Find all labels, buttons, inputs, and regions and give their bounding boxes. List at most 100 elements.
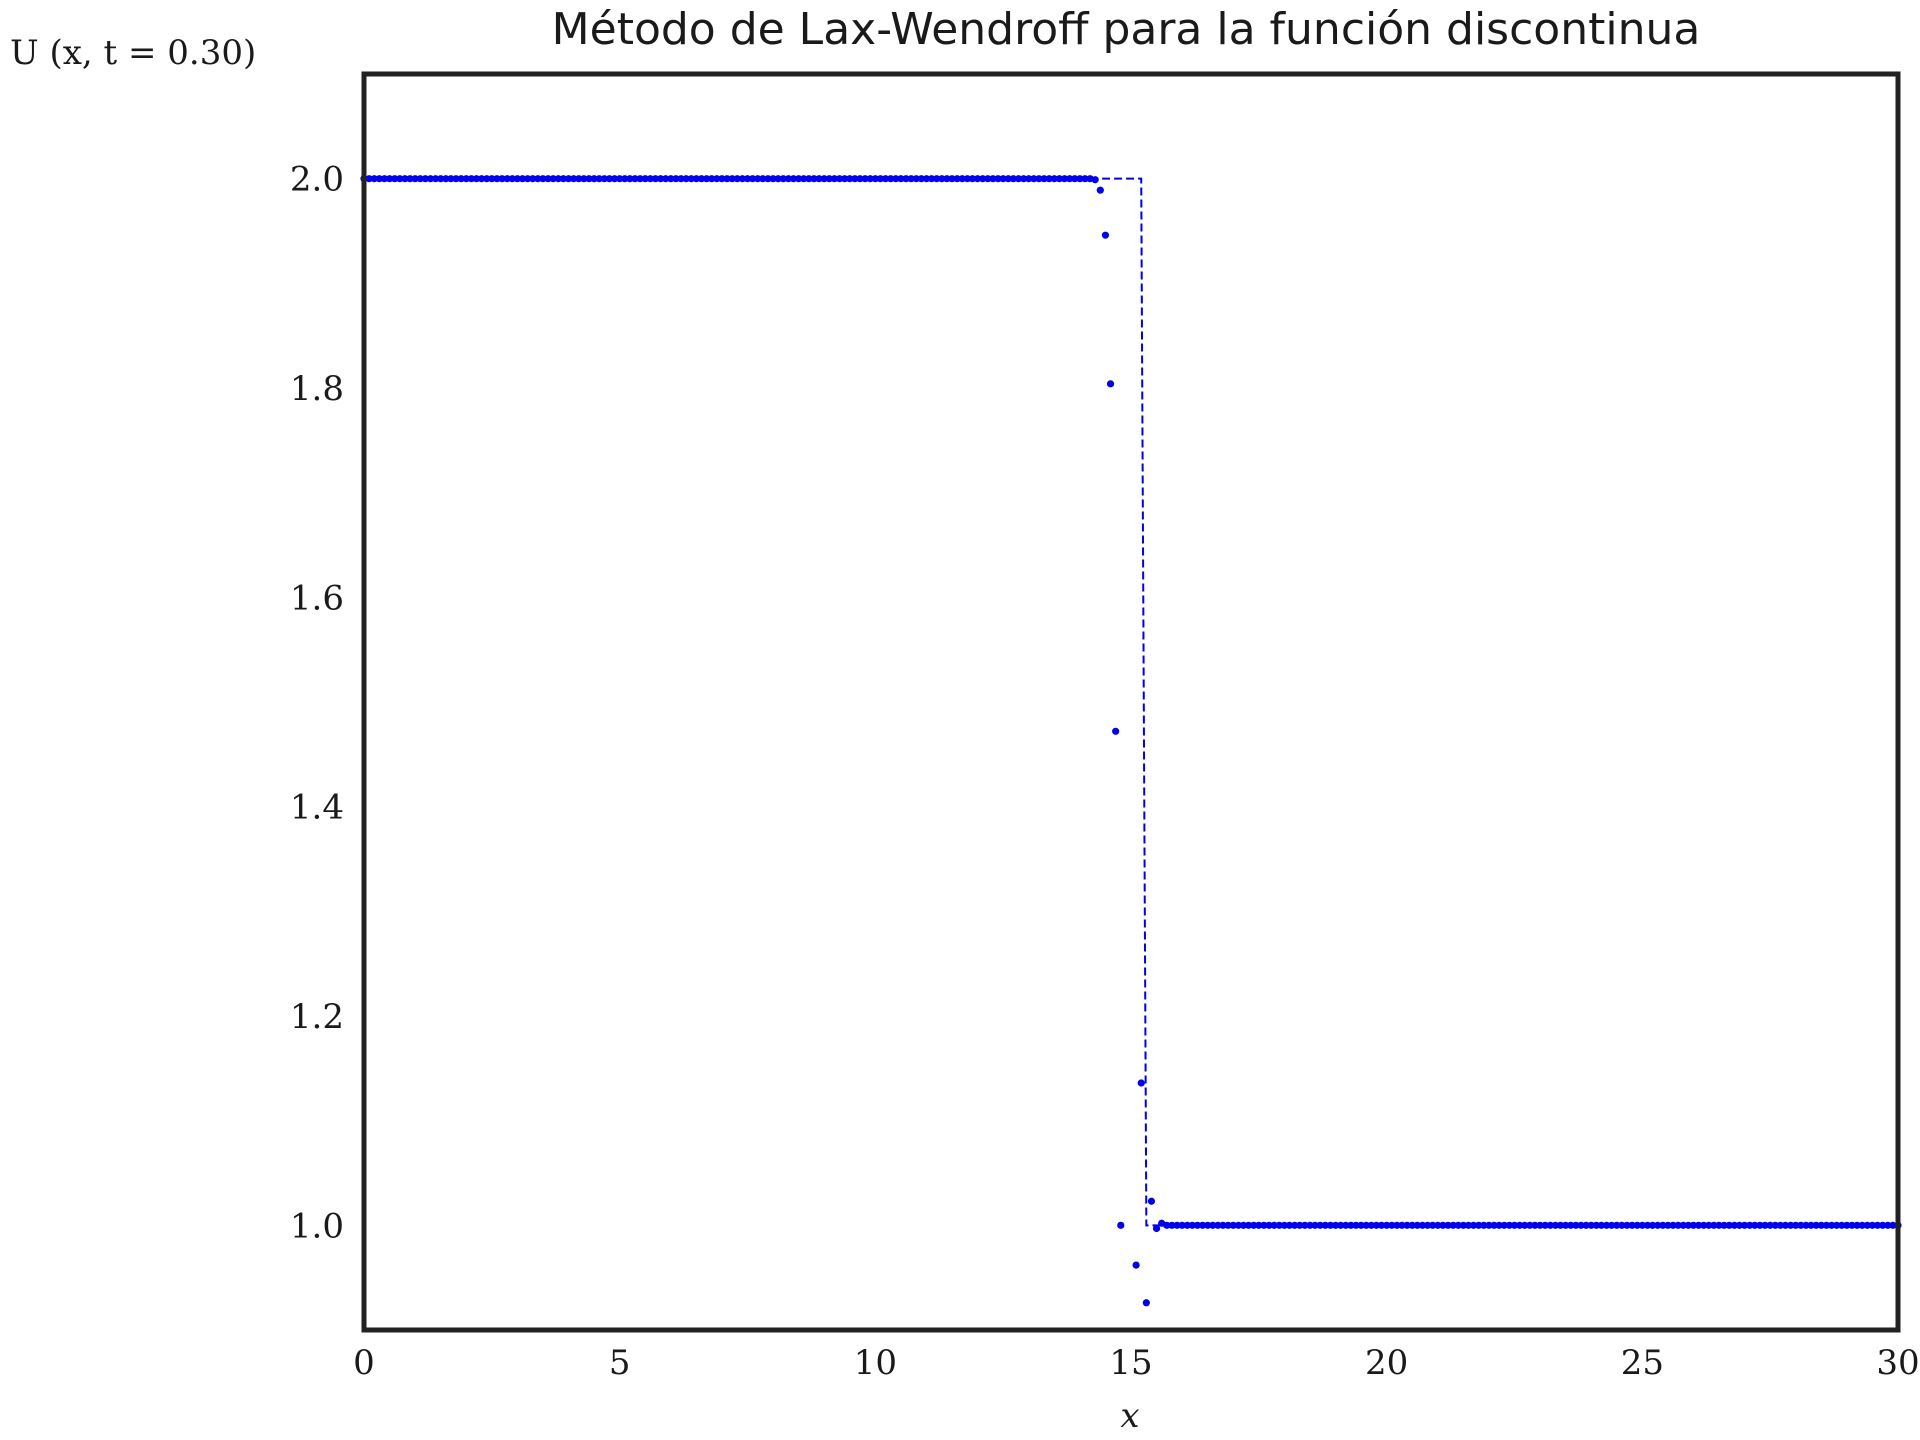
data-point <box>1746 1221 1754 1229</box>
data-point <box>1188 1221 1196 1229</box>
data-point <box>1526 1221 1534 1229</box>
data-point <box>1296 1221 1304 1229</box>
data-point <box>1050 175 1058 183</box>
data-point <box>938 175 946 183</box>
data-point <box>1608 1221 1616 1229</box>
data-point <box>1643 1221 1652 1229</box>
data-point <box>820 175 828 183</box>
data-point <box>1669 1221 1677 1229</box>
data-point <box>1106 380 1115 388</box>
data-point <box>1132 1261 1140 1269</box>
data-point <box>1505 1221 1513 1229</box>
data-point <box>994 175 1002 183</box>
data-point <box>1342 1221 1350 1229</box>
data-point <box>1827 1221 1836 1229</box>
data-point <box>1403 1221 1411 1229</box>
data-point <box>1592 1221 1600 1229</box>
plot-area <box>360 175 1902 1307</box>
data-point <box>825 175 833 183</box>
data-point <box>1705 1221 1713 1229</box>
data-point <box>554 175 562 183</box>
data-point <box>907 175 915 183</box>
data-point <box>416 175 424 183</box>
data-point <box>1889 1221 1897 1229</box>
data-point <box>1838 1221 1846 1229</box>
y-axis-label: U (x, t = 0.30) <box>10 33 256 73</box>
data-point <box>968 175 977 183</box>
data-point <box>1464 1221 1473 1229</box>
data-point <box>1485 1221 1493 1229</box>
data-point <box>1326 1221 1335 1229</box>
data-point <box>1725 1221 1733 1229</box>
data-point <box>1091 176 1099 184</box>
data-point <box>1265 1221 1273 1229</box>
data-point <box>1536 1221 1544 1229</box>
data-point <box>1245 1221 1253 1229</box>
data-point <box>1285 1221 1294 1229</box>
data-point <box>1260 1221 1268 1229</box>
data-point <box>769 175 777 183</box>
data-point <box>687 175 695 183</box>
data-point <box>1710 1221 1718 1229</box>
data-point <box>621 175 629 183</box>
data-point <box>1781 1221 1790 1229</box>
data-point <box>1117 1221 1125 1229</box>
data-point <box>974 175 982 183</box>
data-point <box>1383 1221 1391 1229</box>
data-point <box>406 175 414 183</box>
data-point <box>575 175 583 183</box>
data-point <box>431 175 440 183</box>
data-point <box>1843 1221 1851 1229</box>
data-point <box>616 175 624 183</box>
data-point <box>646 175 654 183</box>
data-point <box>733 175 741 183</box>
data-point <box>1868 1221 1877 1229</box>
data-point <box>1071 175 1079 183</box>
data-point <box>1873 1221 1882 1229</box>
data-point <box>764 175 772 183</box>
data-point <box>1664 1221 1672 1229</box>
data-point <box>1270 1221 1278 1229</box>
data-point <box>1372 1221 1381 1229</box>
data-point <box>1833 1221 1841 1229</box>
data-point <box>1418 1221 1427 1229</box>
data-point <box>871 175 879 183</box>
data-point <box>1469 1221 1478 1229</box>
y-tick-label: 1.2 <box>290 997 344 1037</box>
data-point <box>1459 1221 1467 1229</box>
data-point <box>631 175 639 183</box>
data-point <box>979 175 987 183</box>
data-point <box>462 175 470 183</box>
data-point <box>1316 1221 1324 1229</box>
data-point <box>933 175 941 183</box>
data-point <box>963 175 971 183</box>
data-point <box>1521 1221 1529 1229</box>
data-point <box>866 175 874 183</box>
data-point <box>570 175 578 183</box>
data-point <box>1546 1221 1554 1229</box>
data-point <box>534 175 542 183</box>
data-point <box>1163 1221 1171 1229</box>
data-point <box>1301 1221 1309 1229</box>
data-point <box>1817 1221 1825 1229</box>
data-point <box>1741 1221 1749 1229</box>
data-point <box>1689 1221 1698 1229</box>
data-point <box>810 175 818 183</box>
data-point <box>513 175 522 183</box>
data-point <box>442 175 450 183</box>
data-point <box>1275 1221 1283 1229</box>
data-point <box>1807 1221 1815 1229</box>
data-point <box>452 175 460 183</box>
data-point <box>549 175 557 183</box>
data-point <box>656 175 665 183</box>
data-point <box>743 175 752 183</box>
data-point <box>524 175 532 183</box>
data-point <box>1352 1221 1360 1229</box>
data-point <box>1045 175 1053 183</box>
data-point <box>610 175 619 183</box>
data-point <box>958 175 966 183</box>
data-point <box>815 175 823 183</box>
data-point <box>989 175 997 183</box>
data-point <box>1112 727 1120 735</box>
